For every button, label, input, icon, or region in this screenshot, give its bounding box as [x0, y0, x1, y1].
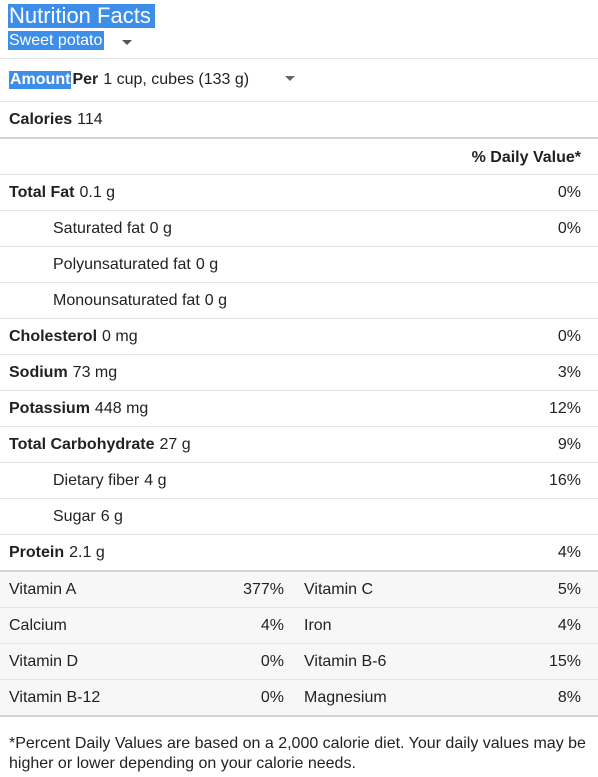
nutrition-facts-title: Nutrition Facts: [8, 4, 155, 28]
nutrient-label: Dietary fiber: [53, 471, 140, 489]
calories-row: Calories 114: [0, 101, 598, 138]
nutrient-row: Dietary fiber 4 g 16%: [0, 462, 598, 498]
nutrient-amount: 6 g: [100, 507, 123, 525]
vitamin-daily-value: 15%: [548, 652, 581, 670]
nutrient-amount: 4 g: [144, 471, 167, 489]
vitamin-name: Vitamin D: [9, 652, 79, 670]
nutrient-amount: 2.1 g: [69, 543, 105, 561]
nutrient-row: Total Carbohydrate 27 g 9%: [0, 426, 598, 462]
vitamin-daily-value: 377%: [243, 580, 284, 598]
vitamin-daily-value: 0%: [260, 652, 284, 670]
vitamin-daily-value: 0%: [260, 688, 284, 706]
nutrient-label: Potassium: [9, 399, 90, 417]
vitamin-daily-value: 4%: [260, 616, 284, 634]
vitamin-daily-value: 8%: [557, 688, 581, 706]
vitamin-row: Vitamin D 0% Vitamin B-6 15%: [0, 643, 598, 679]
nutrient-row: Sugar 6 g: [0, 498, 598, 534]
serving-size[interactable]: 1 cup, cubes (133 g): [103, 71, 250, 88]
serving-selector[interactable]: Amount Per 1 cup, cubes (133 g): [9, 59, 249, 101]
vitamin-name: Vitamin C: [304, 580, 374, 598]
nutrient-row: Total Fat 0.1 g 0%: [0, 174, 598, 210]
nutrient-daily-value: 0%: [557, 327, 581, 345]
nutrient-row: Potassium 448 mg 12%: [0, 390, 598, 426]
nutrient-daily-value: 9%: [557, 435, 581, 453]
vitamin-row: Calcium 4% Iron 4%: [0, 607, 598, 643]
nutrient-daily-value: 0%: [557, 219, 581, 237]
daily-value-header: % Daily Value*: [471, 148, 581, 166]
nutrient-amount: 0 g: [149, 219, 172, 237]
nutrient-amount: 73 mg: [72, 363, 118, 381]
nutrient-daily-value: 12%: [548, 399, 581, 417]
food-dropdown-caret-icon[interactable]: [122, 40, 132, 45]
calories-value: 114: [77, 111, 103, 128]
nutrient-row: Protein 2.1 g 4%: [0, 534, 598, 570]
nutrient-label: Total Carbohydrate: [9, 435, 155, 453]
nutrient-row: Monounsaturated fat 0 g: [0, 282, 598, 318]
nutrient-amount: 27 g: [159, 435, 191, 453]
nutrient-label: Protein: [9, 543, 65, 561]
nutrient-label: Saturated fat: [53, 219, 145, 237]
per-label: Per: [72, 71, 99, 88]
vitamin-name: Vitamin B-6: [304, 652, 387, 670]
nutrient-label: Sodium: [9, 363, 68, 381]
food-selector[interactable]: Sweet potato: [8, 31, 105, 50]
nutrient-row: Saturated fat 0 g 0%: [0, 210, 598, 246]
vitamin-row: Vitamin A 377% Vitamin C 5%: [0, 570, 598, 607]
nutrient-amount: 0 g: [195, 255, 219, 273]
nutrient-daily-value: 3%: [557, 363, 581, 381]
nutrient-amount: 0.1 g: [79, 183, 116, 201]
vitamin-row: Vitamin B-12 0% Magnesium 8%: [0, 679, 598, 717]
nutrient-label: Sugar: [53, 507, 96, 525]
vitamin-name: Calcium: [9, 616, 67, 634]
nutrient-label: Cholesterol: [9, 327, 98, 345]
daily-value-header-row: % Daily Value*: [0, 137, 598, 176]
vitamin-daily-value: 5%: [557, 580, 581, 598]
nutrient-row: Polyunsaturated fat 0 g: [0, 246, 598, 282]
vitamin-daily-value: 4%: [557, 616, 581, 634]
nutrient-label: Monounsaturated fat: [53, 291, 200, 309]
serving-dropdown-caret-icon[interactable]: [285, 76, 295, 81]
vitamin-name: Magnesium: [304, 688, 387, 706]
serving-row: Amount Per 1 cup, cubes (133 g): [0, 58, 598, 101]
nutrient-label: Total Fat: [9, 183, 75, 201]
daily-value-footnote: *Percent Daily Values are based on a 2,0…: [9, 735, 586, 772]
nutrient-row: Sodium 73 mg 3%: [0, 354, 598, 390]
nutrient-daily-value: 4%: [557, 543, 581, 561]
nutrient-amount: 0 mg: [102, 327, 138, 345]
nutrient-daily-value: 16%: [548, 471, 581, 489]
amount-label: Amount: [9, 71, 72, 89]
nutrient-daily-value: 0%: [557, 183, 581, 201]
vitamin-name: Vitamin B-12: [9, 688, 101, 706]
nutrient-label: Polyunsaturated fat: [53, 255, 191, 273]
nutrient-row: Cholesterol 0 mg 0%: [0, 318, 598, 354]
nutrient-amount: 0 g: [204, 291, 228, 309]
nutrient-amount: 448 mg: [94, 399, 149, 417]
calories-label: Calories: [9, 111, 73, 128]
vitamin-name: Iron: [304, 616, 332, 634]
vitamin-name: Vitamin A: [9, 580, 77, 598]
